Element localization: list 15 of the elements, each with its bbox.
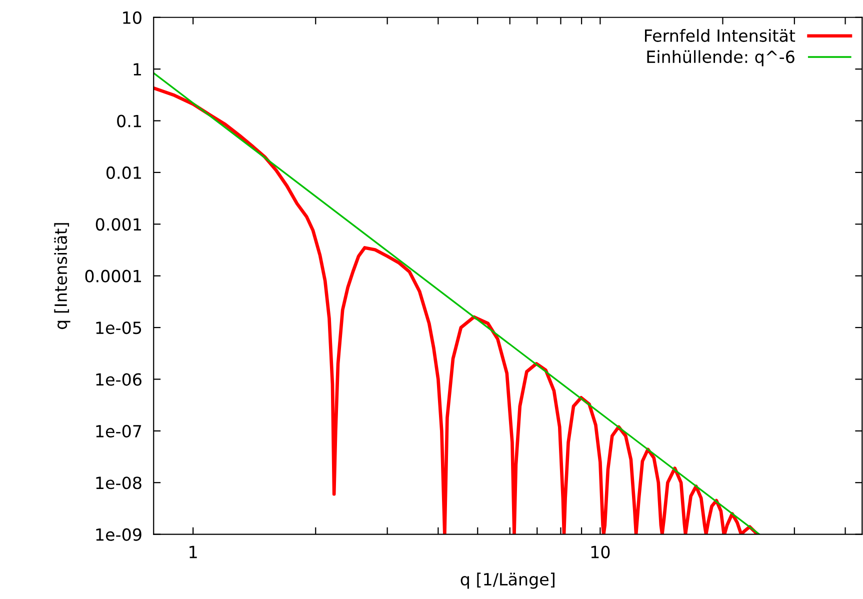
y-tick-label: 0.01 [106,166,141,180]
y-tick-label: 0.1 [117,114,141,128]
legend-label: Einhüllende: q^-6 [647,50,794,66]
y-tick-label: 1e-08 [96,476,142,490]
legend-label: Fernfeld Intensität [645,29,796,42]
y-tick-label: 0.001 [96,218,141,231]
y-tick-label: 1 [134,63,141,76]
x-axis-title: q [1/Länge] [460,572,554,589]
y-tick-label: 1e-06 [96,373,142,386]
y-tick-label: 0.0001 [85,270,141,282]
y-tick-label: 1e-05 [96,321,142,334]
y-tick-label: 10 [123,11,142,24]
y-tick-label: 1e-09 [96,528,142,541]
y-axis-title: q [Intensität] [54,223,70,330]
y-tick-label: 1e-07 [96,424,142,438]
